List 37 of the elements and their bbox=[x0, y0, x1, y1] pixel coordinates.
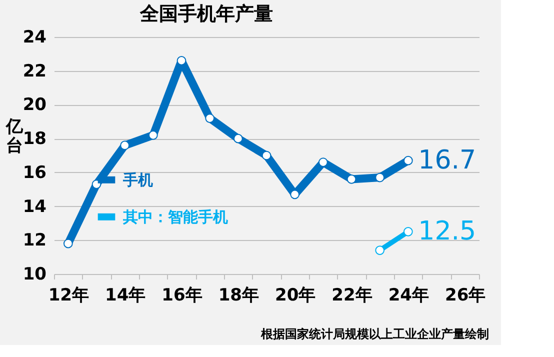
y-tick-label: 14 bbox=[22, 196, 47, 217]
point bbox=[375, 246, 385, 255]
chart-title: 全国手机年产量 bbox=[139, 3, 273, 25]
x-tick-label: 24年 bbox=[388, 286, 430, 306]
point bbox=[346, 174, 356, 184]
y-tick-label: 16 bbox=[22, 162, 46, 183]
point bbox=[120, 140, 130, 150]
text: 根据国家统计局规模以上工业企业产量绘制 bbox=[260, 327, 489, 341]
point bbox=[176, 56, 186, 66]
point bbox=[290, 190, 300, 200]
y-tick-label: 12 bbox=[22, 230, 46, 251]
point bbox=[63, 238, 73, 248]
x-tick-label: 18年 bbox=[218, 286, 260, 306]
point bbox=[403, 156, 413, 166]
point bbox=[318, 158, 328, 167]
x-tick-label: 12年 bbox=[48, 286, 90, 306]
y-tick-label: 18 bbox=[22, 129, 46, 150]
point bbox=[375, 172, 385, 182]
legend-label: 手机 bbox=[122, 170, 153, 189]
point bbox=[233, 134, 243, 144]
legend-label: 其中：智能手机 bbox=[122, 208, 228, 226]
y-tick-label: 10 bbox=[22, 264, 47, 284]
x-tick-label: 14年 bbox=[104, 286, 146, 306]
x-tick-label: 26年 bbox=[444, 286, 486, 306]
data-label: 12.5 bbox=[418, 216, 476, 247]
point bbox=[148, 130, 158, 140]
x-tick-label: 22年 bbox=[332, 286, 372, 306]
y-axis-title: 亿台 bbox=[5, 117, 24, 156]
y-tick-label: 24 bbox=[22, 28, 47, 48]
point bbox=[262, 150, 272, 160]
data-label: 16.7 bbox=[418, 146, 476, 176]
y-tick-label: 22 bbox=[22, 61, 46, 82]
y-tick-label: 20 bbox=[22, 95, 47, 116]
x-tick-label: 16年 bbox=[162, 286, 202, 306]
point bbox=[403, 227, 413, 236]
x-tick-label: 20年 bbox=[274, 286, 316, 306]
point bbox=[205, 114, 215, 123]
